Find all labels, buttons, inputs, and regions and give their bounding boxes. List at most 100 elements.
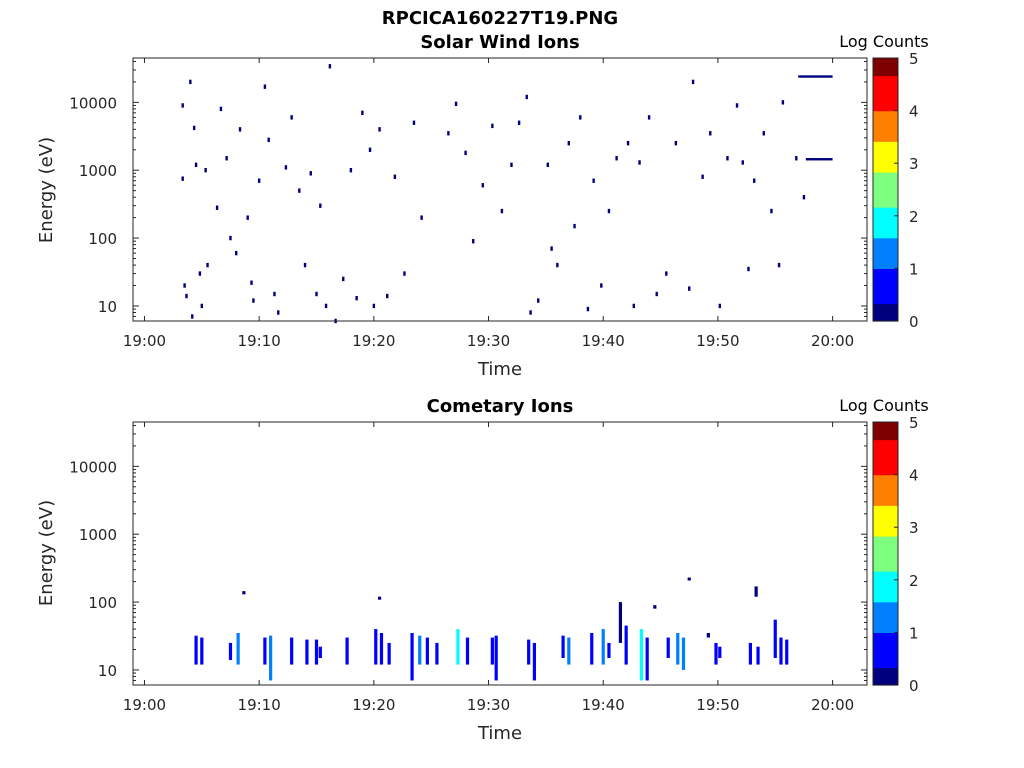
data-column xyxy=(785,639,789,665)
data-point xyxy=(284,165,288,170)
data-column xyxy=(773,619,777,658)
colorbar-swatch xyxy=(873,299,898,305)
data-point xyxy=(246,215,249,220)
data-column xyxy=(435,642,439,665)
colorbar-swatch xyxy=(873,465,898,471)
colorbar-swatch xyxy=(873,461,898,467)
colorbar-tick-label: 4 xyxy=(909,467,919,485)
colorbar-swatch xyxy=(873,470,898,476)
x-tick-label: 20:00 xyxy=(811,696,854,714)
colorbar-swatch xyxy=(873,619,898,625)
colorbar-swatch xyxy=(873,492,898,498)
colorbar-swatch xyxy=(873,483,898,489)
data-column xyxy=(601,629,605,665)
data-column xyxy=(718,646,722,658)
data-point xyxy=(393,174,397,179)
colorbar-swatch xyxy=(873,610,898,616)
colorbar-swatch xyxy=(873,663,898,669)
data-column xyxy=(410,633,414,681)
colorbar-swatch xyxy=(873,566,898,572)
axes-layer: 19:00 19:10 19:20 19:30 19:40 19:50 20:00 10 100… xyxy=(69,58,867,350)
colorbar-swatch xyxy=(873,592,898,598)
data-column xyxy=(653,605,657,609)
data-point xyxy=(420,215,423,220)
colorbar-swatch xyxy=(873,215,898,221)
data-column xyxy=(748,642,753,665)
colorbar-swatch xyxy=(873,167,898,173)
x-tick-label: 19:30 xyxy=(467,696,510,714)
data-column xyxy=(418,635,422,665)
x-tick-label: 19:00 xyxy=(123,696,166,714)
data-column xyxy=(666,637,670,658)
data-point xyxy=(386,293,389,299)
data-point xyxy=(229,235,232,241)
colorbar-swatch xyxy=(873,264,898,269)
colorbar-swatch xyxy=(873,422,898,427)
data-point xyxy=(303,262,307,268)
colorbar-swatch xyxy=(873,557,898,563)
colorbar-swatch xyxy=(873,588,898,594)
data-column xyxy=(624,625,628,665)
data-column xyxy=(681,637,686,670)
data-column xyxy=(490,637,494,665)
colorbar-swatch xyxy=(873,88,898,94)
data-point xyxy=(194,162,198,168)
data-column xyxy=(314,639,319,665)
colorbar: 0 1 2 3 4 5 xyxy=(872,414,919,695)
colorbar-swatch xyxy=(873,575,898,581)
data-point xyxy=(481,183,484,188)
colorbar-tick-label: 2 xyxy=(909,208,919,226)
colorbar-swatch xyxy=(873,185,898,191)
plot-area xyxy=(133,58,867,321)
colorbar-swatch xyxy=(873,198,898,204)
data-column xyxy=(687,577,691,581)
x-axis-label: Time xyxy=(477,359,522,380)
colorbar-swatch xyxy=(873,628,898,633)
colorbar-tick-label: 2 xyxy=(909,572,919,590)
colorbar-swatch xyxy=(873,220,898,226)
data-point xyxy=(277,310,280,315)
data-column xyxy=(269,635,273,681)
colorbar-swatch xyxy=(873,272,898,278)
colorbar-swatch xyxy=(873,246,898,252)
colorbar-swatch xyxy=(873,426,898,432)
colorbar-tick-label: 1 xyxy=(909,624,919,642)
data-column xyxy=(379,633,384,665)
data-point xyxy=(235,250,238,256)
colorbar-swatch xyxy=(873,62,898,68)
colorbar-swatch xyxy=(873,671,898,677)
colorbar-swatch xyxy=(873,316,898,322)
colorbar-swatch xyxy=(873,649,898,655)
colorbar-swatch xyxy=(873,544,898,550)
colorbar-swatch xyxy=(873,128,898,134)
data-point xyxy=(189,79,192,85)
data-point xyxy=(412,120,416,125)
data-column xyxy=(527,639,531,665)
colorbar-swatch xyxy=(873,452,898,458)
colorbar-swatch xyxy=(873,277,898,283)
colorbar-tick-label: 4 xyxy=(909,103,919,121)
colorbar-swatch xyxy=(873,553,898,559)
colorbar-swatch xyxy=(873,514,898,520)
data-point xyxy=(192,125,196,131)
data-column xyxy=(200,637,204,665)
data-point xyxy=(225,156,228,161)
colorbar-swatch xyxy=(873,443,898,449)
data-point xyxy=(770,208,773,214)
colorbar-swatch xyxy=(873,645,898,651)
data-point xyxy=(726,156,729,161)
colorbar-swatch xyxy=(873,623,898,629)
colorbar-swatch xyxy=(873,487,898,493)
data-point xyxy=(215,205,219,210)
plot-frame xyxy=(132,421,868,686)
colorbar-swatch xyxy=(873,527,898,533)
colorbar-swatch xyxy=(873,268,898,274)
data-point xyxy=(355,296,358,301)
data-point xyxy=(238,127,242,132)
colorbar-swatch xyxy=(873,84,898,90)
data-point xyxy=(219,106,223,112)
colorbar-swatch xyxy=(873,193,898,199)
data-point xyxy=(372,303,376,309)
colorbar-swatch xyxy=(873,290,898,296)
colorbar-tick-label: 1 xyxy=(909,260,919,278)
